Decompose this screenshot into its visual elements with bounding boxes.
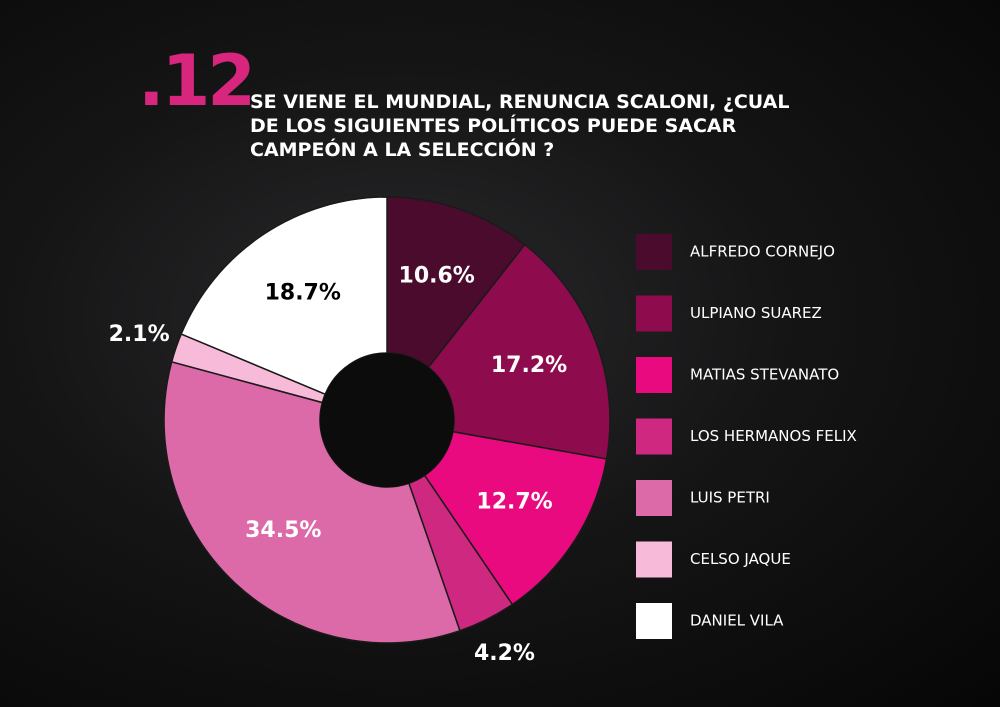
value-label: 17.2%: [491, 353, 567, 378]
legend-swatch: [636, 541, 672, 578]
legend-label: LOS HERMANOS FELIX: [690, 427, 857, 445]
legend-swatch: [636, 234, 672, 270]
legend-label: CELSO JAQUE: [690, 550, 791, 568]
legend-label: ULPIANO SUAREZ: [690, 304, 822, 322]
value-label: 10.6%: [399, 263, 475, 288]
legend-swatch: [636, 603, 672, 639]
legend-swatch: [636, 480, 672, 516]
legend-swatch: [636, 357, 672, 393]
legend-label: MATIAS STEVANATO: [690, 366, 839, 384]
question-number: .12: [138, 40, 256, 122]
legend-label: ALFREDO CORNEJO: [690, 243, 835, 261]
value-label: 4.2%: [474, 641, 535, 666]
legend-label: DANIEL VILA: [690, 612, 784, 630]
value-label: 18.7%: [265, 280, 341, 305]
chart-title: SE VIENE EL MUNDIAL, RENUNCIA SCALONI, ¿…: [250, 91, 790, 161]
value-label: 2.1%: [109, 322, 170, 347]
legend-swatch: [636, 295, 672, 332]
value-label: 12.7%: [476, 490, 552, 515]
legend-swatch: [636, 418, 672, 455]
value-label: 34.5%: [245, 518, 321, 543]
legend-label: LUIS PETRI: [690, 489, 770, 507]
donut-hole: [320, 353, 454, 487]
